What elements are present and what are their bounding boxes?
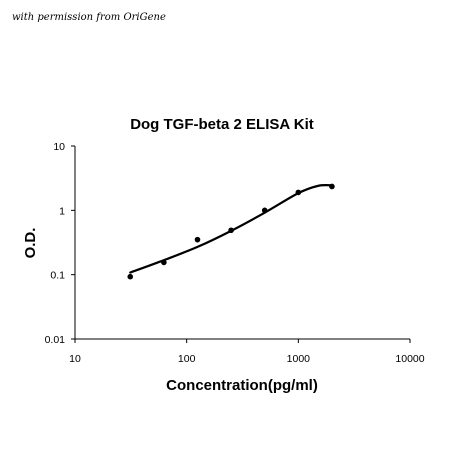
chart-title: Dog TGF-beta 2 ELISA Kit <box>130 116 314 133</box>
y-tick-label: 10 <box>53 141 65 153</box>
data-point <box>295 189 302 196</box>
x-axis-ticks: 10 100 1000 10000 <box>69 339 425 365</box>
data-point <box>329 183 335 190</box>
x-tick-label: 10000 <box>395 353 424 365</box>
x-tick-label: 10 <box>69 353 81 365</box>
y-axis-ticks: 0.01 0.1 1 10 <box>45 141 75 346</box>
y-tick-label: 1 <box>59 205 65 217</box>
x-tick-label: 1000 <box>287 353 311 365</box>
y-tick-label: 0.01 <box>45 334 66 346</box>
permission-watermark: with permission from OriGene <box>12 12 166 23</box>
data-point <box>261 207 268 214</box>
x-tick-label: 100 <box>178 353 196 365</box>
data-point <box>194 236 201 243</box>
data-point <box>228 227 234 234</box>
y-tick-label: 0.1 <box>50 270 65 282</box>
fit-curve-line <box>129 184 334 274</box>
plot-area <box>127 183 335 280</box>
data-point <box>127 273 134 280</box>
y-axis-title: O.D. <box>22 228 39 259</box>
data-point <box>161 259 167 266</box>
x-axis-title: Concentration(pg/ml) <box>166 377 318 394</box>
